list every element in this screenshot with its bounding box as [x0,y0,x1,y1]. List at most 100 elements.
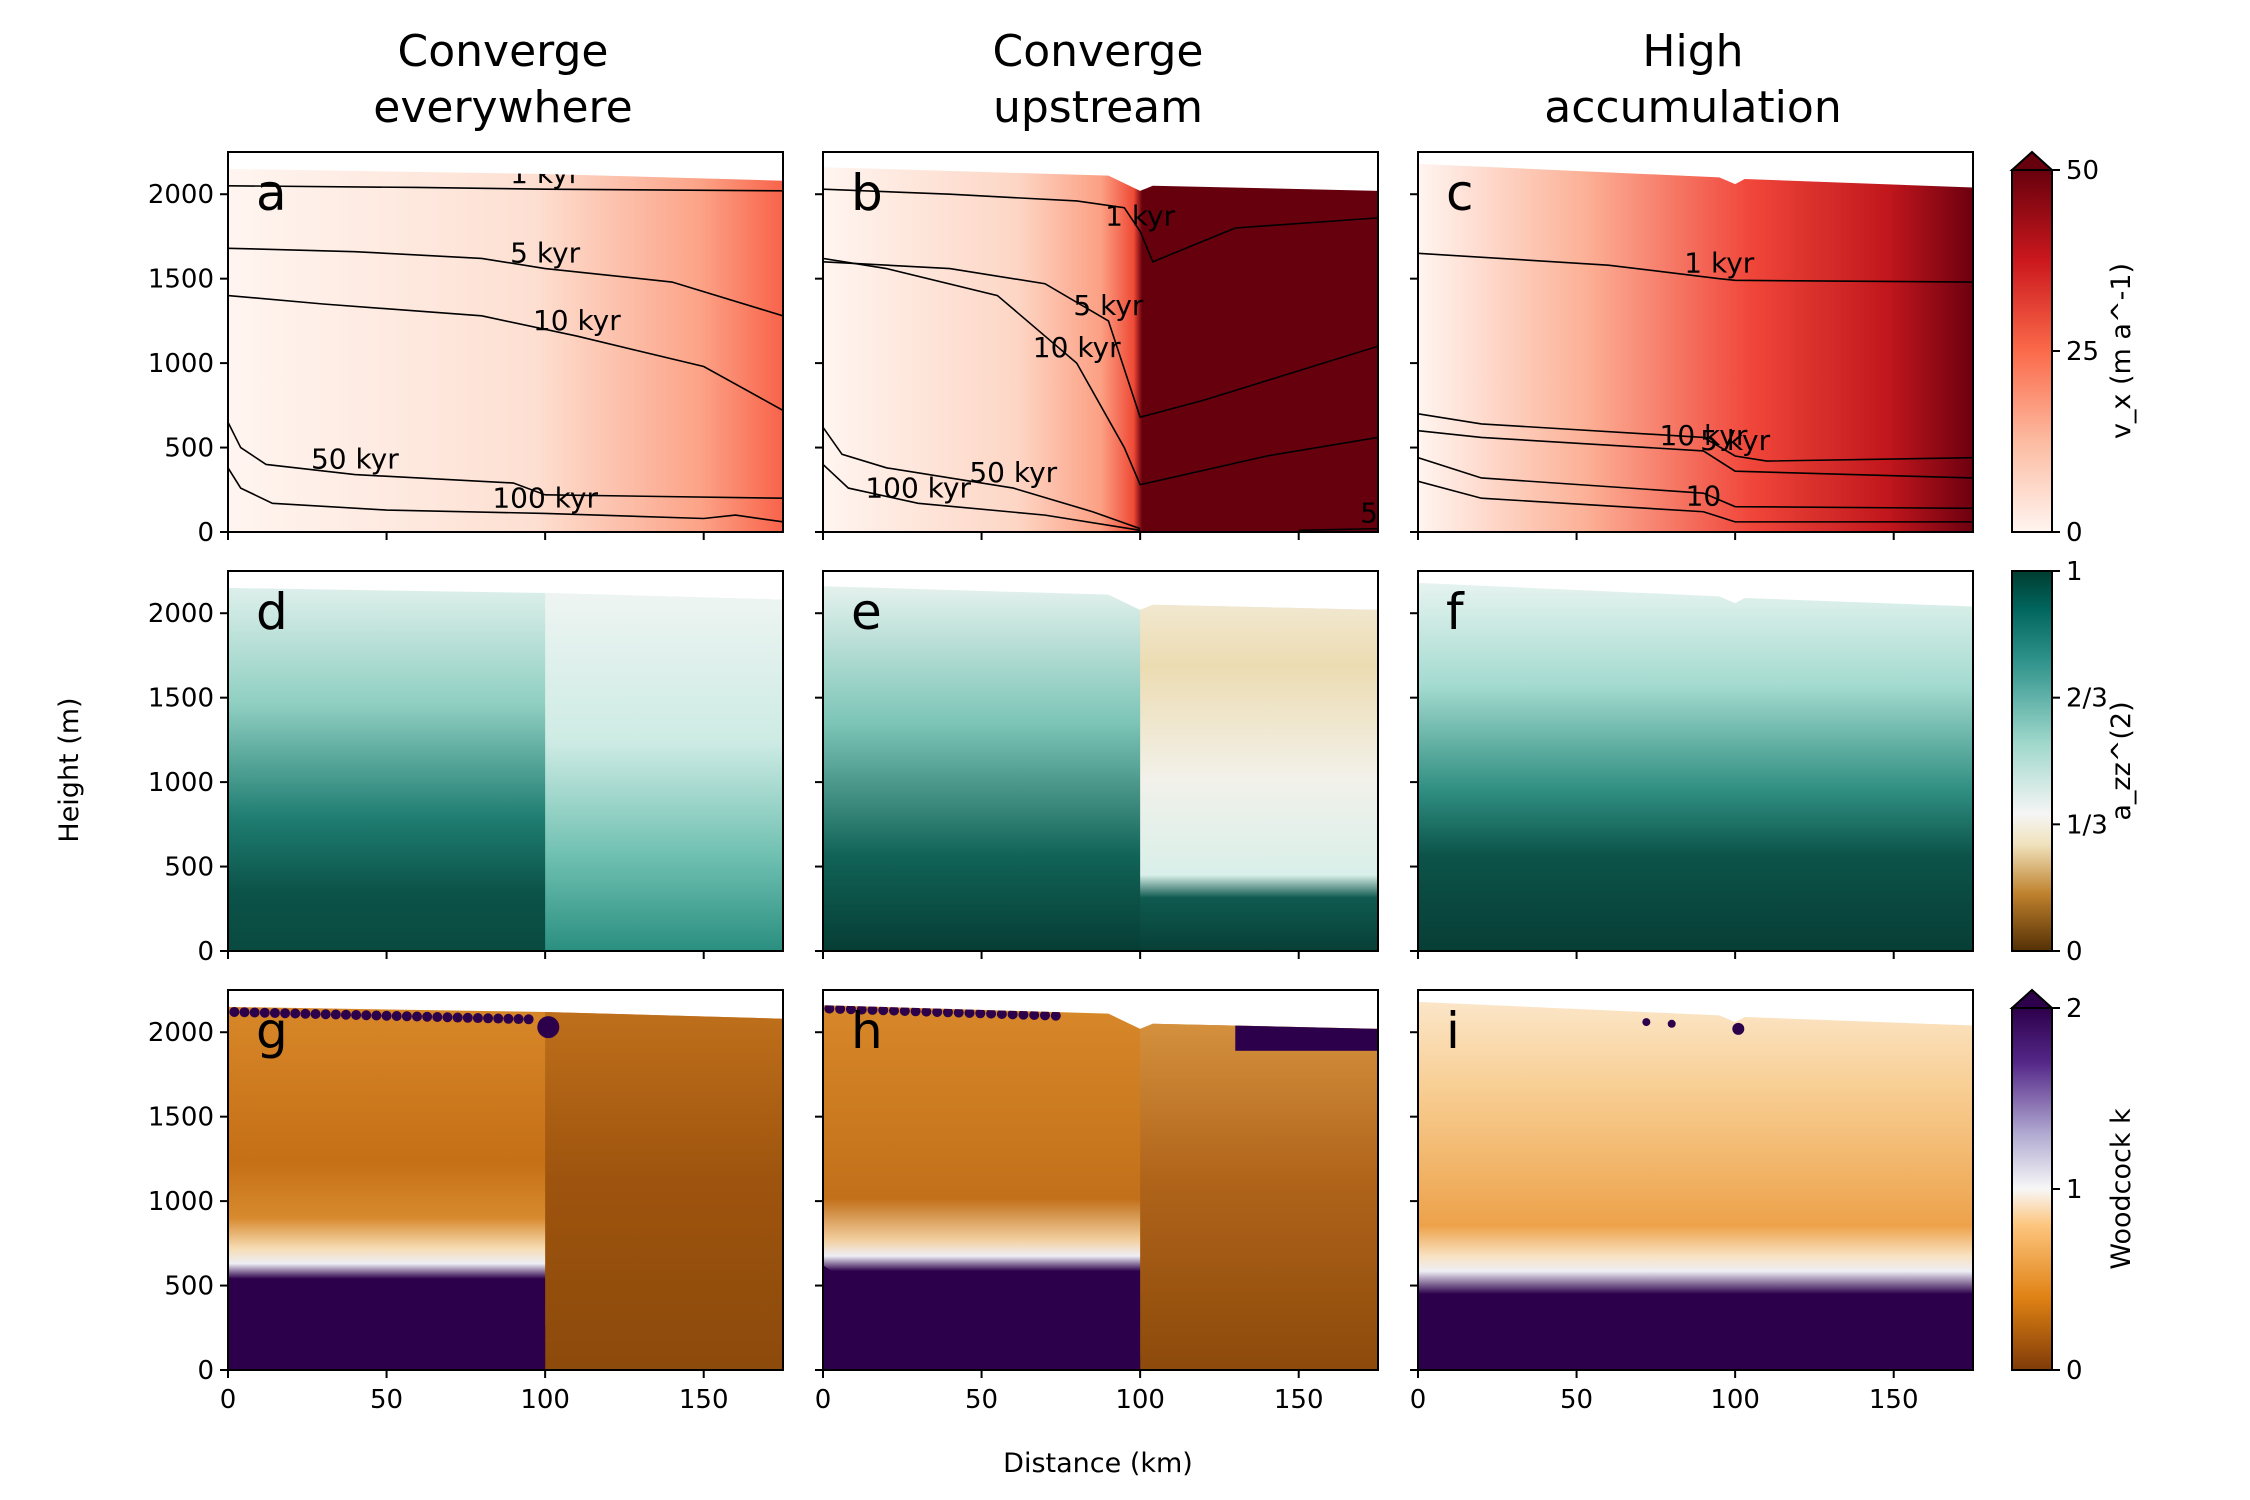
surface-cluster-dot [239,1007,250,1018]
surface-cluster-dot [537,1016,560,1039]
panel-field [823,586,1378,951]
contour-label: 10 [1686,480,1722,513]
surface-cluster-dot [229,1006,240,1017]
contour-label: 100 kyr [865,471,971,504]
column-title-2-line-1: Converge [993,26,1204,77]
surface-cluster-dot [921,1006,932,1017]
surface-cluster-dot [320,1009,331,1020]
surface-cluster-dot [462,1012,473,1023]
contour-line [1418,456,1973,510]
colorbar-label: v_x (m a^-1) [2106,263,2137,439]
contour-line [1418,480,1973,523]
surface-cluster-dot [1040,1010,1050,1021]
y-axis-label: Height (m) [54,697,85,842]
colorbar-tick-label: 1/3 [2066,810,2108,840]
surface-cluster-dot [361,1010,372,1021]
panel-field [1418,582,1973,951]
surface-cluster-dot [280,1008,291,1019]
x-tick-label: 150 [1869,1385,1919,1415]
x-axis-label: Distance (km) [1003,1448,1193,1479]
panel-field: 1 kyr 5 kyr 10 kyr 50 kyr 100 kyr [228,168,783,532]
colorbar-label: a_zz^(2) [2106,701,2137,820]
surface-cluster-dot [259,1007,270,1018]
surface-cluster-dot [942,1007,953,1018]
contour-line [228,421,783,500]
contour-label: 10 kyr [1033,331,1121,364]
y-tick-label: 500 [164,1272,214,1302]
panel-letter: a [256,164,287,222]
surface-cluster-dot [856,1005,867,1015]
panel-letter: i [1446,1002,1460,1060]
colorbar-extend [2009,988,2055,1009]
panel-field [228,587,783,951]
contour-label: 50 kyr [969,456,1057,489]
colorbar-tick-label: 25 [2066,337,2099,367]
field-fill [228,168,783,532]
colorbar-extend [2009,150,2055,171]
surface-cluster-dot [513,1014,524,1025]
surface-cluster-band [1235,1025,1378,1051]
contour-label: 100 kyr [492,481,598,514]
panel-frame [822,570,1379,952]
field-fill-downstream [545,1006,783,1370]
x-tick-label: 50 [965,1385,998,1415]
x-tick-label: 100 [1710,1385,1760,1415]
field-fill [1418,582,1973,951]
y-tick-label: 1500 [148,684,214,714]
colorbar-body [2011,169,2053,533]
contour-line [823,188,1378,263]
x-tick-label: 50 [1560,1385,1593,1415]
surface-cluster-dot [986,1008,997,1019]
panel-d: d 0 500 1000 1500 2000 [148,570,784,967]
surface-cluster-dot [845,1005,856,1015]
surface-cluster-dot [483,1013,494,1024]
contour-label: 10 kyr [533,304,621,337]
y-tick-label: 0 [197,518,214,548]
surface-cluster-dot [300,1008,311,1019]
x-tick-label: 50 [370,1385,403,1415]
colorbar-label: Woodcock k [2106,1108,2137,1270]
surface-cluster-dot [340,1009,351,1020]
surface-cluster-dot [472,1013,483,1024]
surface-cluster-dot [932,1006,943,1017]
y-tick-label: 1000 [148,768,214,798]
panel-letter: f [1446,583,1465,641]
surface-cluster-dot [835,1005,846,1014]
x-tick-label: 100 [1115,1385,1165,1415]
column-title-3-line-1: High [1642,26,1743,77]
field-fill [1418,163,1973,532]
colorbar-tick-label: 2 [2066,994,2083,1024]
panel-frame [822,989,1379,1371]
colorbar-tick-label: 0 [2066,1356,2083,1386]
panel-field [1418,1001,1973,1370]
surface-cluster-dot [899,1005,910,1016]
isotropic-basal-layer [228,1339,546,1370]
surface-cluster-dot [1029,1009,1040,1020]
contour-label: 10 kyr [1660,419,1748,452]
colorbar-tick-label: 0 [2066,518,2083,548]
surface-cluster-dot [493,1013,504,1024]
field-fill-downstream [1140,586,1378,951]
contour-line [228,294,783,412]
surface-cluster-dot [964,1007,975,1018]
surface-cluster-dot [381,1010,392,1021]
panel-field [228,1006,783,1370]
panel-letter: h [851,1002,883,1060]
contour-line [1298,527,1378,532]
isotropic-basal-layer-upper [228,1282,546,1340]
contour-label: 5 kyr [1073,289,1144,322]
colorbar-tick-label: 0 [2066,937,2083,967]
contour-line [228,467,783,523]
panel-a: 1 kyr 5 kyr 10 kyr 50 kyr 100 kyr a 0 500 1000 15… [148,151,784,548]
contour-line [228,247,783,317]
surface-cluster-dot [953,1007,964,1018]
surface-cluster-dot [878,1005,889,1016]
contour-label: 1 kyr [1684,247,1755,280]
y-tick-label: 1000 [148,1187,214,1217]
panel-frame [822,151,1379,533]
panel-frame [1417,151,1974,533]
panel-frame [227,989,784,1371]
panel-g: g 0 500 1000 1500 2000 0 50 100 150 [148,989,784,1415]
